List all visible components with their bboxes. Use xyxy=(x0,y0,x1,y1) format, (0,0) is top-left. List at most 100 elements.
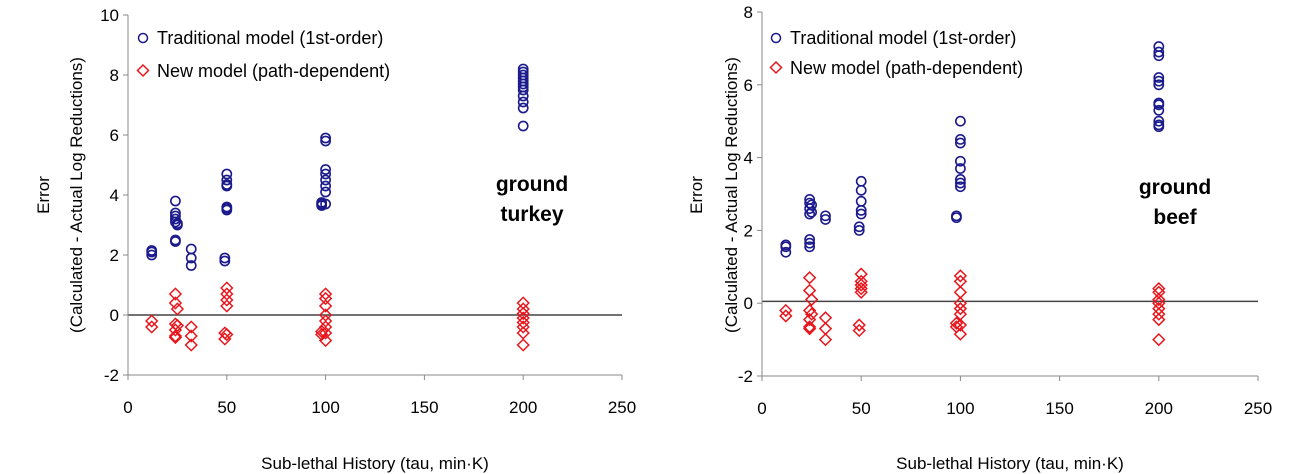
legend-label: New model (path-dependent) xyxy=(157,61,390,81)
data-point-diamond xyxy=(779,303,793,318)
data-point-circle xyxy=(517,78,529,90)
data-point-diamond xyxy=(168,330,183,345)
data-point-circle xyxy=(221,204,233,216)
data-point-circle xyxy=(185,243,197,255)
data-point-circle xyxy=(170,195,181,207)
data-point-circle xyxy=(517,84,529,96)
data-point-circle xyxy=(855,204,867,216)
data-point-circle xyxy=(804,241,816,253)
data-point-diamond xyxy=(218,332,232,346)
data-point-circle xyxy=(320,164,331,175)
x-tick-label: 50 xyxy=(852,399,871,418)
data-point-circle xyxy=(806,206,817,218)
y-tick-label: 2 xyxy=(110,246,119,265)
data-point-circle xyxy=(146,245,158,256)
data-point-diamond xyxy=(953,285,968,299)
x-tick-label: 50 xyxy=(217,398,236,417)
data-point-diamond xyxy=(802,271,817,285)
data-point-circle xyxy=(171,218,183,229)
data-point-circle xyxy=(219,252,231,264)
data-point-diamond xyxy=(220,299,234,313)
data-point-diamond xyxy=(802,303,817,318)
data-point-circle xyxy=(955,163,966,174)
data-point-circle xyxy=(170,216,181,228)
x-tick-label: 200 xyxy=(1145,399,1173,418)
data-point-diamond xyxy=(1152,307,1166,321)
legend-item-traditional: Traditional model (1st-order) xyxy=(770,28,1016,48)
y-tick-labels: -2 0 2 4 6 8 10 xyxy=(100,6,119,385)
y-tick-label: -2 xyxy=(738,367,753,386)
annotation-line1: ground xyxy=(496,173,568,196)
y-tick-label: -2 xyxy=(104,366,119,385)
data-point-circle xyxy=(221,168,233,180)
data-point-diamond xyxy=(802,283,817,298)
data-point-diamond xyxy=(184,320,198,334)
data-point-diamond xyxy=(818,322,833,336)
data-point-diamond xyxy=(854,267,868,281)
data-point-diamond xyxy=(854,274,868,289)
data-point-circle xyxy=(320,135,331,147)
data-point-diamond xyxy=(953,301,968,316)
data-point-circle xyxy=(955,181,966,193)
data-point-circle xyxy=(820,210,831,222)
data-point-circle xyxy=(853,224,865,236)
x-tick-label: 250 xyxy=(1244,399,1272,418)
x-tick-label: 250 xyxy=(608,398,636,417)
data-point-circle xyxy=(955,115,966,127)
data-point-diamond xyxy=(318,287,333,301)
data-point-circle xyxy=(955,137,966,149)
data-point-diamond xyxy=(854,281,868,296)
x-tick-label: 100 xyxy=(946,399,974,418)
legend-item-traditional: Traditional model (1st-order) xyxy=(137,28,383,48)
data-point-circle xyxy=(517,120,529,132)
data-point-diamond xyxy=(220,293,234,307)
y-tick-label: 8 xyxy=(744,3,753,22)
data-point-diamond xyxy=(1152,285,1166,299)
data-point-diamond xyxy=(168,329,183,343)
data-point-diamond xyxy=(318,326,333,340)
data-point-circle xyxy=(1153,72,1165,83)
data-point-diamond xyxy=(318,333,333,348)
data-point-circle xyxy=(320,168,331,180)
data-point-diamond xyxy=(818,311,833,325)
data-point-circle xyxy=(146,249,158,261)
data-point-diamond xyxy=(314,324,329,339)
data-point-circle xyxy=(820,214,831,225)
legend-marker-diamond xyxy=(769,60,783,75)
x-axis-label: Sub-lethal History (tau, min·K) xyxy=(896,454,1124,473)
chart-ground-beef: Error (Calculated - Actual Log Reduction… xyxy=(687,3,1272,473)
data-point-diamond xyxy=(852,318,866,332)
data-point-circle xyxy=(855,175,867,187)
data-point-circle xyxy=(1153,104,1165,116)
data-point-circle xyxy=(804,234,816,245)
y-tick-label: 2 xyxy=(744,221,753,240)
data-point-diamond xyxy=(779,309,793,323)
legend: Traditional model (1st-order) New model … xyxy=(769,28,1023,78)
x-tick-label: 200 xyxy=(509,398,537,417)
data-point-diamond xyxy=(184,329,198,343)
data-point-diamond xyxy=(953,269,968,283)
data-point-circle xyxy=(955,177,966,189)
data-point-diamond xyxy=(220,327,234,342)
legend: Traditional model (1st-order) New model … xyxy=(136,28,390,81)
y-axis-label-line1: Error xyxy=(34,176,53,214)
data-point-diamond xyxy=(516,338,530,352)
y-tick-label: 4 xyxy=(744,149,753,168)
data-point-circle xyxy=(855,184,867,196)
data-point-diamond xyxy=(516,302,530,316)
legend-marker-diamond xyxy=(136,63,150,78)
data-point-diamond xyxy=(804,292,819,307)
y-axis-label-line2: (Calculated - Actual Log Reductions) xyxy=(722,57,741,333)
data-point-circle xyxy=(804,237,816,249)
data-point-diamond xyxy=(802,320,817,334)
data-point-diamond xyxy=(852,323,866,338)
data-point-diamond xyxy=(168,323,183,337)
data-point-diamond xyxy=(145,314,159,328)
data-point-circle xyxy=(806,199,817,211)
y-axis-label-line2: (Calculated - Actual Log Reductions) xyxy=(67,57,86,333)
series-traditional-model xyxy=(780,41,1165,258)
data-point-diamond xyxy=(170,302,185,316)
data-point-circle xyxy=(320,132,331,144)
data-point-circle xyxy=(955,155,966,167)
data-point-diamond xyxy=(804,307,819,321)
